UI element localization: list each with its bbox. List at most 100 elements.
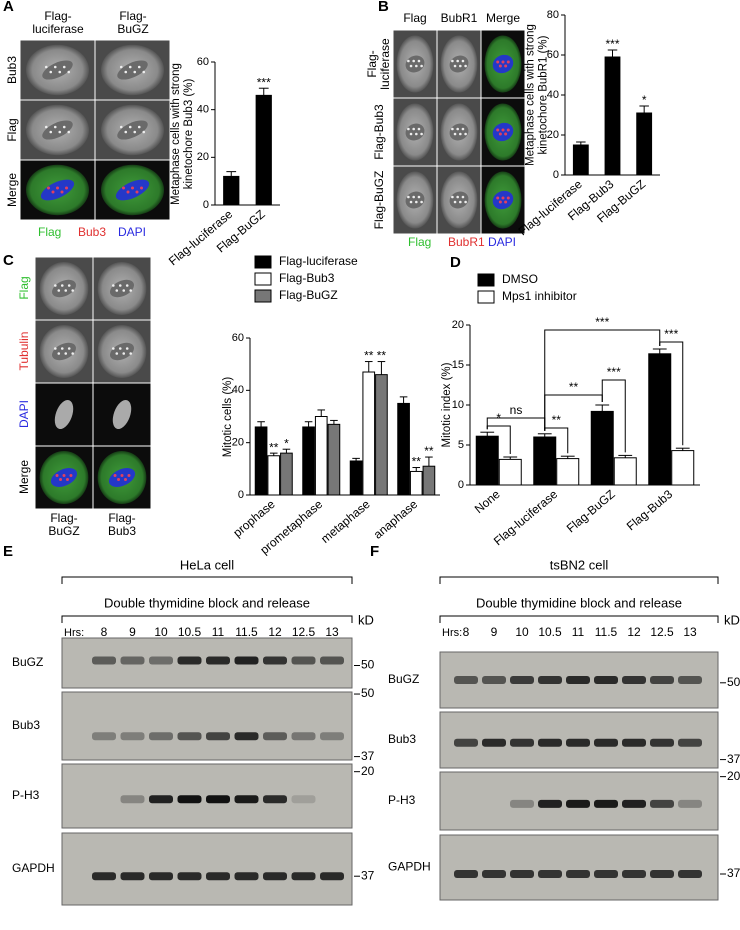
band [482,870,506,878]
speckle [131,186,134,190]
band [120,656,145,665]
speckle [464,132,467,136]
row-label: Flag [4,118,19,142]
x-tick-label: anaphase [371,497,421,542]
speckle [504,64,508,68]
speckle [53,65,57,69]
bar [556,458,580,486]
x-tick-label: Flag-Bub3 [624,487,676,534]
speckle [118,347,122,350]
speckle [125,284,129,287]
blot-title: tsBN2 cell [550,557,609,572]
speckle [47,186,50,190]
speckle [53,125,57,129]
y-tick-label: 20 [452,319,464,331]
band [92,732,116,741]
panel-letter: E [3,543,14,560]
band [454,870,478,878]
band [234,872,259,881]
speckle [58,130,62,134]
band [594,870,618,878]
band [594,676,618,684]
speckle [453,64,457,68]
speckle [44,125,48,129]
chromosomes [54,400,74,429]
row-label: Flag-BuGZ [371,170,386,230]
legend-label: Flag-Bub3 [279,271,335,285]
y-tick-label: 0 [458,479,464,491]
speckle [54,284,57,287]
speckle [67,130,71,134]
row-label: Flag-Bub3 [371,104,386,160]
speckle [129,289,132,292]
time-value: 10 [515,625,529,639]
speckle [506,60,510,64]
marker-label: 50 [361,658,375,672]
y-tick-label: 40 [232,384,244,396]
legend-swatch [254,255,272,269]
chromosomes [405,123,425,141]
band [482,676,506,684]
bar [422,465,436,496]
band [650,870,674,878]
blot-label: Bub3 [12,718,40,732]
bar [362,371,376,496]
panel-letter: C [3,252,14,269]
bar [327,423,341,496]
panel-letter: B [378,0,389,15]
y-tick-label: 40 [547,89,559,101]
speckle [453,200,457,204]
marker-label: 37 [361,868,375,882]
blot-label: P-H3 [388,793,416,807]
speckle [62,125,66,129]
band [120,795,145,804]
band [320,872,344,881]
y-tick-label: 0 [238,489,244,501]
speckle [112,347,115,350]
y-tick-label: 10 [452,399,464,411]
y-axis-label: Metaphase cells with strong kinetochore … [170,62,195,205]
speckle [142,70,146,74]
band [650,799,674,808]
speckle [451,195,454,199]
marker-label: 20 [727,769,740,783]
chromosomes [449,55,469,73]
chromosomes [42,60,73,80]
significance-label: ns [510,403,523,417]
legend-swatch [254,289,272,303]
significance-label: ** [424,444,434,458]
speckle [57,352,61,355]
speckle [126,190,130,194]
chromosomes [110,342,134,361]
time-value: 9 [129,625,136,639]
speckle [456,59,459,63]
speckle [142,130,146,134]
chromosomes [405,191,425,209]
chromosomes [449,123,469,141]
significance-bracket [601,379,626,453]
significance-label: *** [605,37,619,51]
x-tick-label: Flag-BuGZ [564,487,618,535]
band [263,656,287,665]
speckle [71,352,74,355]
time-value: 10 [154,625,168,639]
blot-label: BuGZ [12,655,43,669]
speckle [459,132,462,136]
panel-letter: F [370,543,380,560]
unit-label: kD [358,612,374,627]
y-axis-label: Mitotic index (%) [440,362,453,448]
speckle [124,130,128,134]
speckle [124,70,128,74]
x-tick-label: None [472,487,503,516]
speckle [407,127,410,131]
band [234,795,259,804]
band [206,656,230,665]
speckle [62,65,66,69]
legend-text: BubR1 [448,235,485,249]
column-label: Flag-BuGZ [117,9,149,36]
band [291,795,316,804]
bracket [439,576,719,584]
time-value: 10.5 [178,625,202,639]
significance-label: * [642,93,647,107]
chromosomes [115,179,150,201]
